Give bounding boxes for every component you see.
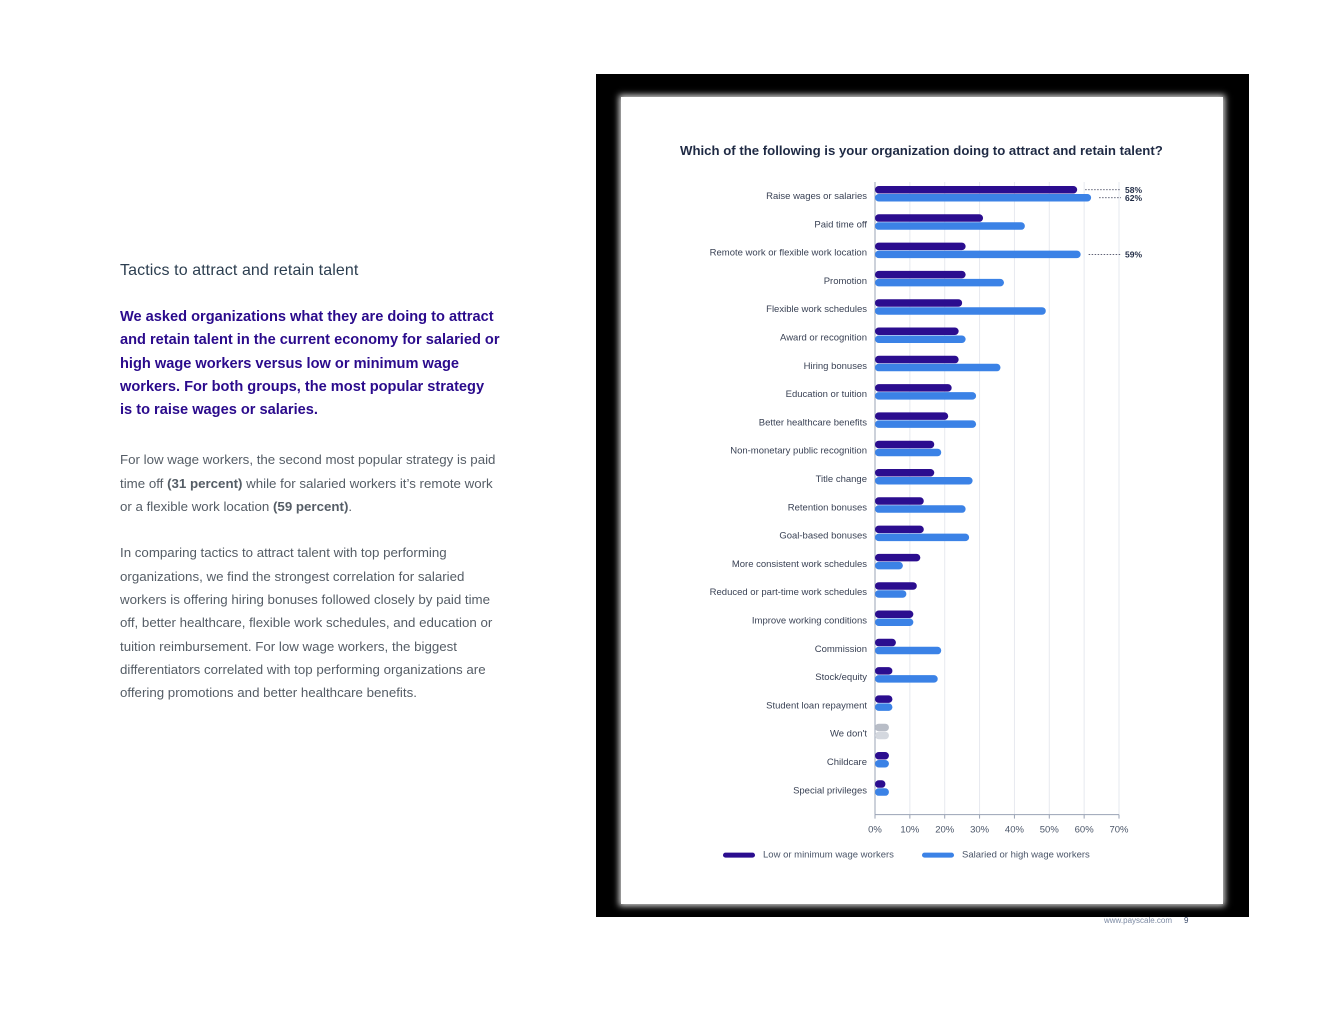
bar-salaried: [875, 590, 907, 598]
bar-salaried: [875, 477, 973, 485]
bar-salaried: [875, 675, 938, 683]
section-heading: Tactics to attract and retain talent: [120, 262, 359, 279]
category-label: Title change: [816, 474, 867, 485]
bar-low-wage: [875, 299, 963, 307]
bar-salaried: [875, 420, 977, 428]
bar-salaried: [875, 392, 977, 400]
bar-salaried: [875, 703, 893, 711]
bar-salaried: [875, 194, 1092, 202]
page-footer: www.payscale.com 9: [1104, 916, 1188, 925]
bar-low-wage: [875, 695, 893, 703]
bar-low-wage: [875, 723, 889, 732]
bar-low-wage: [875, 638, 896, 647]
bar-chart: Which of the following is your organizat…: [680, 143, 1163, 861]
bar-low-wage: [875, 525, 924, 534]
annotation-label: 58%: [1125, 185, 1142, 195]
chart-title: Which of the following is your organizat…: [680, 143, 1163, 158]
bar-salaried: [875, 278, 1004, 287]
legend-label: Salaried or high wage workers: [962, 850, 1090, 861]
category-label: Remote work or flexible work location: [710, 248, 867, 259]
chart-card: Which of the following is your organizat…: [621, 97, 1223, 904]
footer-url: www.payscale.com: [1104, 916, 1173, 925]
bar-low-wage: [875, 186, 1078, 194]
category-label: Award or recognition: [780, 333, 867, 344]
bar-salaried: [875, 533, 970, 542]
bar-low-wage: [875, 553, 921, 562]
x-tick-label: 30%: [970, 825, 990, 836]
bar-low-wage: [875, 752, 889, 760]
category-label: Raise wages or salaries: [766, 191, 867, 202]
legend-label: Low or minimum wage workers: [763, 850, 894, 861]
bar-salaried: [875, 363, 1001, 372]
bar-salaried: [875, 788, 889, 796]
category-label: Education or tuition: [786, 389, 867, 400]
bar-salaried: [875, 505, 966, 513]
bar-salaried: [875, 307, 1046, 315]
category-label: Student loan repayment: [766, 700, 867, 711]
category-label: Paid time off: [814, 219, 867, 230]
category-label: Non-monetary public recognition: [730, 446, 867, 457]
x-tick-label: 20%: [935, 825, 955, 836]
para2-text-c: .: [348, 499, 353, 515]
bar-low-wage: [875, 469, 935, 477]
para2-emphasis-b: (59 percent): [273, 499, 349, 515]
bar-salaried: [875, 561, 903, 570]
text-column: Tactics to attract and retain talent We …: [120, 262, 500, 727]
bar-low-wage: [875, 327, 959, 335]
legend-swatch: [723, 852, 755, 858]
category-label: Hiring bonuses: [804, 361, 868, 372]
bar-low-wage: [875, 355, 959, 364]
body-paragraph-2: In comparing tactics to attract talent w…: [120, 545, 493, 701]
category-label: We don't: [830, 729, 867, 740]
lead-paragraph: We asked organizations what they are doi…: [120, 309, 500, 419]
x-tick-label: 60%: [1075, 825, 1095, 836]
bar-low-wage: [875, 412, 949, 420]
body-paragraph-1: For low wage workers, the second most po…: [120, 448, 500, 518]
bar-low-wage: [875, 440, 935, 449]
x-tick-label: 70%: [1109, 825, 1129, 836]
category-label: Better healthcare benefits: [759, 417, 868, 428]
legend-swatch: [922, 852, 954, 858]
page-number: 9: [1184, 916, 1189, 925]
category-label: Flexible work schedules: [766, 304, 867, 315]
bar-low-wage: [875, 582, 917, 590]
bar-salaried: [875, 731, 889, 740]
x-tick-label: 50%: [1040, 825, 1060, 836]
bar-low-wage: [875, 270, 966, 279]
bar-low-wage: [875, 214, 984, 222]
bar-salaried: [875, 335, 966, 343]
para2-emphasis-a: (31 percent): [167, 475, 243, 491]
bar-salaried: [875, 448, 942, 457]
para2-text-b: while for salaried workers it’s remote w…: [120, 475, 493, 515]
bar-low-wage: [875, 384, 952, 392]
bar-low-wage: [875, 497, 924, 505]
x-tick-label: 0%: [868, 825, 882, 836]
category-label: Stock/equity: [815, 672, 867, 683]
x-tick-label: 40%: [1005, 825, 1025, 836]
bar-salaried: [875, 646, 942, 655]
category-label: Reduced or part-time work schedules: [710, 587, 868, 598]
category-label: Goal-based bonuses: [779, 531, 867, 542]
category-label: More consistent work schedules: [732, 559, 867, 570]
category-label: Promotion: [824, 276, 867, 287]
bar-salaried: [875, 760, 889, 768]
bar-low-wage: [875, 610, 914, 618]
bar-salaried: [875, 222, 1025, 230]
category-label: Commission: [815, 644, 867, 655]
bar-salaried: [875, 250, 1081, 259]
bar-low-wage: [875, 242, 966, 251]
bar-salaried: [875, 618, 914, 626]
x-tick-label: 10%: [900, 825, 920, 836]
bar-low-wage: [875, 667, 893, 675]
para2-text-a: For low wage workers, the second most po…: [120, 452, 496, 491]
annotation-label: 62%: [1125, 193, 1142, 203]
category-label: Special privileges: [793, 785, 867, 796]
category-label: Retention bonuses: [788, 502, 867, 513]
bar-low-wage: [875, 780, 886, 788]
category-label: Childcare: [827, 757, 867, 768]
category-label: Improve working conditions: [752, 616, 867, 627]
annotation-label: 59%: [1125, 249, 1142, 259]
